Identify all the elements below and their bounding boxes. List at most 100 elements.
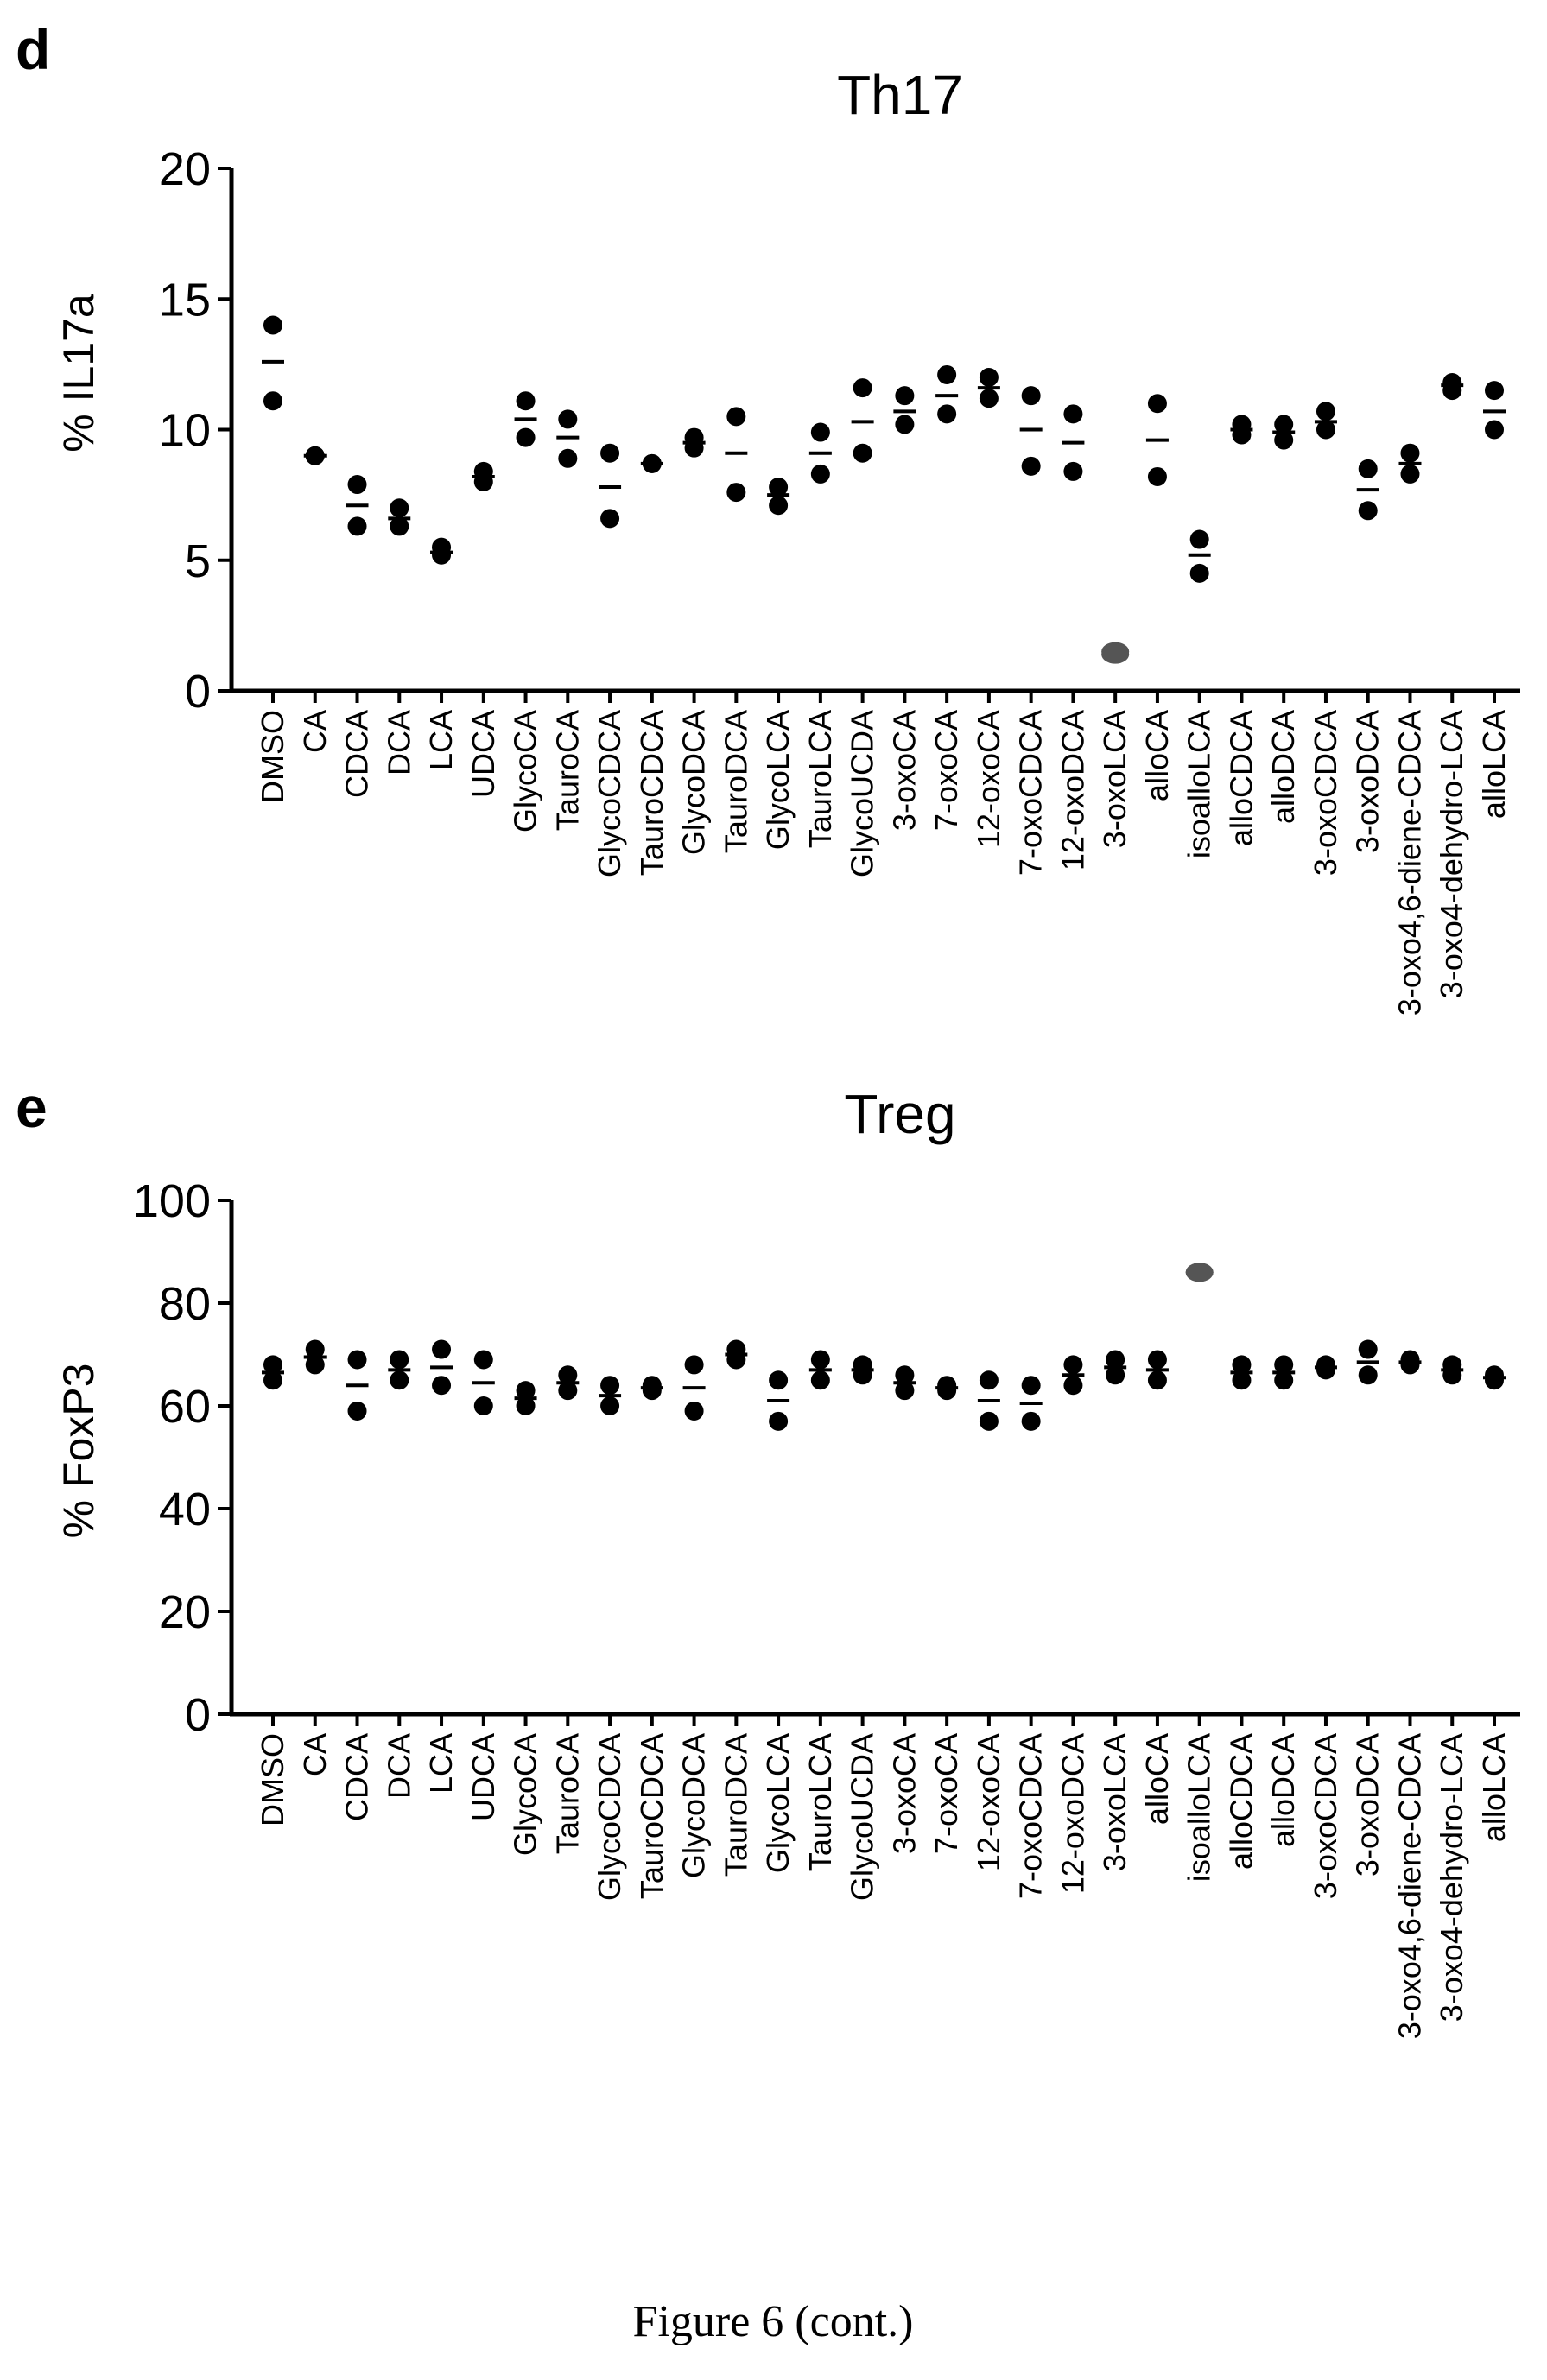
- x-tick-label: 3-oxoCDCA: [1308, 1733, 1343, 1899]
- y-tick-label: 100: [133, 1175, 211, 1227]
- data-point: [1147, 394, 1167, 414]
- figure-caption: Figure 6 (cont.): [633, 2297, 914, 2346]
- data-point: [1021, 1376, 1041, 1396]
- data-point: [1021, 456, 1041, 476]
- data-point: [600, 509, 620, 529]
- data-point: [1358, 1339, 1378, 1359]
- data-point: [390, 1370, 409, 1390]
- data-point: [516, 427, 536, 447]
- x-tick-label: GlycoCA: [508, 710, 543, 832]
- y-tick-label: 20: [159, 1586, 211, 1638]
- data-point: [1316, 420, 1335, 440]
- data-point: [1485, 381, 1504, 401]
- data-point: [1274, 430, 1294, 450]
- x-tick-label: 3-oxo4,6-diene-CDCA: [1392, 1733, 1427, 2039]
- x-tick-label: 3-oxoCDCA: [1308, 710, 1343, 876]
- data-point: [1400, 464, 1420, 484]
- data-point: [979, 368, 999, 387]
- data-point: [432, 1339, 452, 1359]
- x-tick-label: 3-oxoLCA: [1097, 1733, 1132, 1871]
- data-point: [1063, 1355, 1083, 1375]
- data-point: [726, 407, 746, 427]
- data-point: [473, 1350, 493, 1370]
- x-tick-label: UDCA: [466, 1733, 501, 1821]
- data-point: [305, 446, 325, 465]
- data-point: [1485, 1370, 1504, 1390]
- data-point: [263, 1355, 282, 1375]
- x-tick-label: alloCA: [1139, 710, 1175, 801]
- data-point: [1232, 1355, 1252, 1375]
- data-point: [1274, 1355, 1294, 1375]
- x-tick-label: GlycoDCA: [676, 1733, 712, 1878]
- data-point: [810, 422, 830, 442]
- x-tick-label: TauroLCA: [802, 710, 838, 848]
- y-axis-label-foxp3: % FoxP3: [54, 1364, 103, 1539]
- data-point: [1358, 501, 1378, 521]
- data-point: [516, 1396, 536, 1415]
- x-tick-label: GlycoDCA: [676, 710, 712, 855]
- chart-title-treg: Treg: [844, 1083, 955, 1145]
- data-point: [979, 389, 999, 408]
- x-tick-label: alloDCA: [1265, 1733, 1301, 1847]
- x-tick-label: 3-oxoDCA: [1350, 710, 1385, 853]
- data-point: [347, 516, 367, 536]
- x-tick-label: GlycoLCA: [760, 710, 796, 850]
- data-point: [600, 443, 620, 463]
- data-point: [1442, 381, 1462, 401]
- data-point: [769, 1370, 789, 1390]
- data-point: [726, 483, 746, 503]
- x-tick-label: 3-oxoCA: [886, 710, 922, 831]
- data-point: [769, 496, 789, 516]
- y-tick-label: 5: [185, 535, 211, 587]
- x-tick-label: GlycoLCA: [760, 1733, 796, 1873]
- data-point: [558, 409, 578, 429]
- x-tick-label: CDCA: [339, 710, 375, 798]
- data-point: [390, 498, 409, 518]
- data-point: [937, 1381, 957, 1401]
- x-tick-label: LCA: [423, 1733, 459, 1794]
- x-tick-label: 12-oxoCA: [971, 710, 1006, 848]
- x-tick-label: DMSO: [255, 710, 290, 803]
- data-point: [810, 1370, 830, 1390]
- data-point: [1232, 1370, 1252, 1390]
- x-tick-label: TauroCDCA: [634, 1733, 669, 1899]
- data-point: [979, 1411, 999, 1431]
- x-tick-label: alloLCA: [1476, 710, 1512, 819]
- data-point: [1147, 1370, 1167, 1390]
- x-tick-label: TauroDCA: [718, 710, 753, 853]
- data-point: [390, 1350, 409, 1370]
- x-tick-label: 3-oxoCA: [886, 1733, 922, 1854]
- data-point: [1021, 1411, 1041, 1431]
- x-tick-label: isoalloLCA: [1182, 1733, 1217, 1882]
- data-point: [642, 1381, 662, 1401]
- data-point: [305, 1355, 325, 1375]
- data-point: [390, 516, 409, 536]
- data-point: [810, 1350, 830, 1370]
- data-point: [1316, 1360, 1335, 1380]
- data-point: [600, 1376, 620, 1396]
- data-point: [1147, 1350, 1167, 1370]
- data-point: [853, 443, 872, 463]
- x-tick-label: 7-oxoCDCA: [1013, 710, 1049, 876]
- x-tick-label: DMSO: [255, 1733, 290, 1826]
- data-point: [1358, 1365, 1378, 1385]
- data-point-highlight: [1185, 1263, 1214, 1282]
- x-tick-label: GlycoCA: [508, 1733, 543, 1856]
- data-point: [558, 1381, 578, 1401]
- data-point: [769, 478, 789, 497]
- y-tick-label: 40: [159, 1484, 211, 1535]
- data-point: [895, 1381, 915, 1401]
- data-point: [1063, 461, 1083, 481]
- data-point: [642, 453, 662, 473]
- x-tick-label: isoalloLCA: [1182, 710, 1217, 858]
- data-point: [684, 438, 704, 458]
- data-point: [895, 386, 915, 406]
- data-point: [979, 1370, 999, 1390]
- data-point: [937, 404, 957, 424]
- data-point: [432, 1376, 452, 1396]
- y-tick-label: 0: [185, 1689, 211, 1741]
- x-tick-label: LCA: [423, 710, 459, 770]
- x-tick-label: 7-oxoCA: [929, 1733, 964, 1854]
